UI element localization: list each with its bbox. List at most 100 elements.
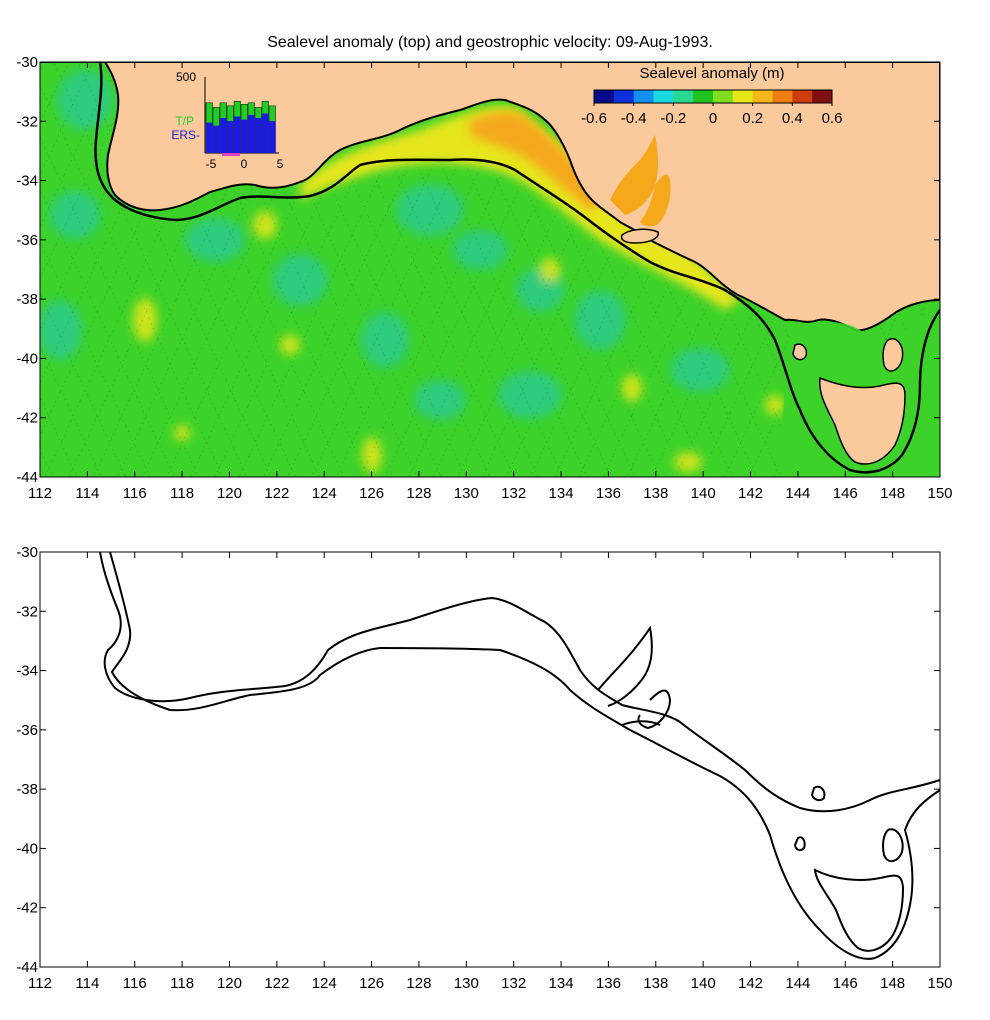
bottom-x-tick-label: 140 — [691, 975, 716, 992]
bottom-y-tick-label: -34 — [16, 663, 38, 680]
colorbar: Sealevel anomaly (m) -0.6 -0.4 -0.2 0 0.2 0.4… — [581, 65, 842, 127]
top-x-tick-label: 138 — [643, 485, 668, 502]
inset-bar-ers — [269, 121, 276, 153]
bottom-x-tick-label: 138 — [643, 975, 668, 992]
bottom-x-tick-label: 134 — [549, 975, 574, 992]
top-x-tick-label: 134 — [549, 485, 574, 502]
bottom-x-tick-label: 150 — [927, 975, 952, 992]
inset-bar-ers — [206, 122, 213, 153]
top-y-tick-label: -30 — [16, 54, 38, 71]
colorbar-swatch — [812, 90, 833, 103]
top-x-tick-label: 150 — [927, 485, 952, 502]
bottom-y-tick-label: -44 — [16, 959, 38, 976]
bottom-y-tick-label: -30 — [16, 544, 38, 561]
inset-bar-ers — [248, 115, 255, 153]
colorbar-swatch — [792, 90, 813, 103]
top-x-tick-label: 124 — [312, 485, 337, 502]
inset-xtick-left: -5 — [206, 157, 217, 171]
colorbar-title: Sealevel anomaly (m) — [639, 65, 784, 82]
bottom-x-tick-label: 146 — [833, 975, 858, 992]
colorbar-swatch — [752, 90, 773, 103]
top-x-tick-label: 142 — [738, 485, 763, 502]
top-x-tick-label: 146 — [833, 485, 858, 502]
bottom-y-ticks: -30 -32 -34 -36 -38 -40 -42 -44 — [16, 544, 940, 976]
shelf-contour-top — [94, 62, 940, 474]
inset-xtick-mid: 0 — [241, 157, 248, 171]
inset-bar-ers — [241, 119, 248, 153]
bottom-frame — [39, 551, 941, 968]
colorbar-tick-label: 0.6 — [822, 110, 843, 127]
top-y-tick-label: -40 — [16, 350, 38, 367]
bottom-y-tick-label: -32 — [16, 603, 38, 620]
inset-bar-chart: 500 T/P ERS- -5 0 5 — [171, 70, 283, 171]
top-y-tick-label: -32 — [16, 113, 38, 130]
colorbar-tick-label: 0.4 — [782, 110, 803, 127]
coastal-anomaly-core — [470, 111, 610, 210]
inset-legend-ers: ERS- — [171, 128, 200, 142]
kangaroo-island — [620, 228, 659, 244]
top-x-tick-label: 122 — [264, 485, 289, 502]
top-x-tick-label: 116 — [123, 485, 147, 502]
bottom-x-tick-label: 124 — [312, 975, 337, 992]
top-x-tick-label: 126 — [359, 485, 384, 502]
colorbar-tick-label: -0.6 — [581, 110, 607, 127]
top-x-tick-label: 128 — [406, 485, 431, 502]
inset-ymax-label: 500 — [176, 70, 196, 84]
bottom-x-tick-label: 126 — [359, 975, 384, 992]
inset-bar-ers — [234, 116, 241, 153]
colorbar-swatch — [673, 90, 694, 103]
top-x-tick-label: 140 — [691, 485, 716, 502]
bottom-x-tick-label: 136 — [596, 975, 621, 992]
colorbar-tick-label: 0 — [709, 110, 717, 127]
top-x-tick-label: 144 — [785, 485, 810, 502]
top-y-tick-label: -38 — [16, 291, 38, 308]
top-y-tick-label: -42 — [16, 410, 38, 427]
bottom-x-tick-label: 142 — [738, 975, 763, 992]
top-panel: 112 114 116 118 120 122 124 126 128 130 132 134 136 1… — [16, 54, 952, 502]
colorbar-swatch — [713, 90, 734, 103]
bottom-panel: 112 114 116 118 120 122 124 126 128 130 132 134 136 1… — [16, 544, 952, 992]
bottom-x-tick-label: 148 — [880, 975, 905, 992]
bottom-y-tick-label: -40 — [16, 840, 38, 857]
colorbar-swatch — [732, 90, 754, 103]
colorbar-swatch — [772, 90, 793, 103]
bottom-x-tick-label: 144 — [785, 975, 810, 992]
top-frame — [39, 61, 941, 478]
top-x-tick-label: 114 — [75, 485, 99, 502]
top-y-tick-label: -36 — [16, 232, 38, 249]
inset-bar-ers — [255, 118, 262, 153]
bottom-y-tick-label: -36 — [16, 722, 38, 739]
top-x-tick-label: 120 — [217, 485, 242, 502]
colorbar-tick-label: 0.2 — [742, 110, 763, 127]
bottom-x-ticks: 112 114 116 118 120 122 124 126 128 130 132 134 136 1… — [28, 552, 953, 992]
top-y-tick-label: -34 — [16, 173, 38, 190]
coastline-outline — [99, 551, 941, 960]
inset-bar-ers — [220, 118, 227, 153]
inset-legend-tp: T/P — [175, 114, 194, 128]
bottom-x-tick-label: 120 — [217, 975, 242, 992]
bottom-x-tick-label: 116 — [123, 975, 147, 992]
bottom-x-tick-label: 122 — [264, 975, 289, 992]
top-x-tick-label: 136 — [596, 485, 621, 502]
top-x-tick-label: 148 — [880, 485, 905, 502]
top-x-tick-label: 132 — [501, 485, 526, 502]
bottom-y-tick-label: -42 — [16, 900, 38, 917]
colorbar-swatch — [613, 90, 635, 103]
coastal-anomaly-band — [300, 106, 740, 310]
colorbar-tick-label: -0.4 — [621, 110, 647, 127]
tasmania — [819, 376, 906, 465]
bottom-x-tick-label: 128 — [406, 975, 431, 992]
colorbar-tick-label: -0.2 — [660, 110, 686, 127]
inset-bar-ers — [213, 125, 220, 153]
bottom-y-tick-label: -38 — [16, 781, 38, 798]
colorbar-swatch — [653, 90, 674, 103]
bottom-x-tick-label: 118 — [170, 975, 194, 992]
colorbar-swatch — [633, 90, 654, 103]
top-x-tick-label: 130 — [454, 485, 479, 502]
bottom-x-tick-label: 132 — [501, 975, 526, 992]
top-y-tick-label: -44 — [16, 469, 38, 486]
figure-title: Sealevel anomaly (top) and geostrophic v… — [267, 34, 713, 51]
top-x-tick-label: 112 — [28, 485, 52, 502]
inset-bar-ers — [262, 113, 269, 153]
